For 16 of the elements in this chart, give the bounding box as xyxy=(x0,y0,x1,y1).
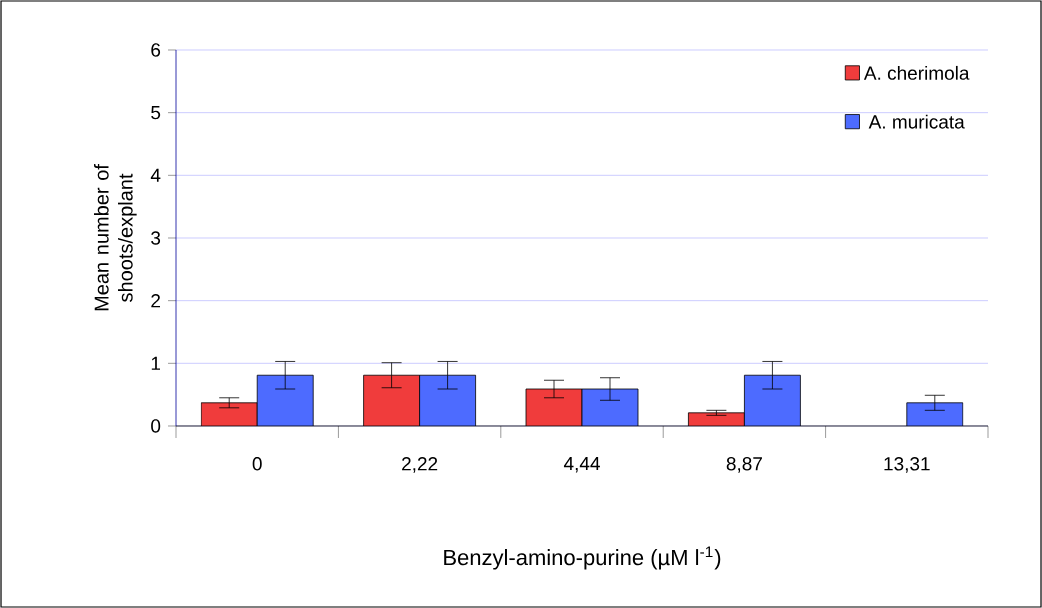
y-tick-label: 4 xyxy=(150,168,161,182)
legend-label: A. cherimola xyxy=(863,65,970,80)
x-tick-label: 4,44 xyxy=(563,457,600,473)
y-tick-label: 0 xyxy=(151,419,161,433)
y-axis-title: Mean number of shoots/explant xyxy=(94,164,137,311)
x-axis-title: Benzyl-amino-purine (µM l$^{-1}$) xyxy=(444,546,721,570)
y-tick-label: 1 xyxy=(151,356,161,370)
legend-label: A. muricata xyxy=(868,114,965,129)
y-tick-label: 2 xyxy=(151,294,161,308)
y-tick-label: 3 xyxy=(151,231,161,245)
y-tick-label: 6 xyxy=(151,43,161,57)
y-tick-label: 5 xyxy=(151,106,161,120)
x-tick-label: 2,22 xyxy=(402,457,438,473)
x-tick-label: 0 xyxy=(252,457,262,471)
x-tick-label: 13,31 xyxy=(884,457,930,473)
x-tick-label: 8,87 xyxy=(726,457,762,473)
